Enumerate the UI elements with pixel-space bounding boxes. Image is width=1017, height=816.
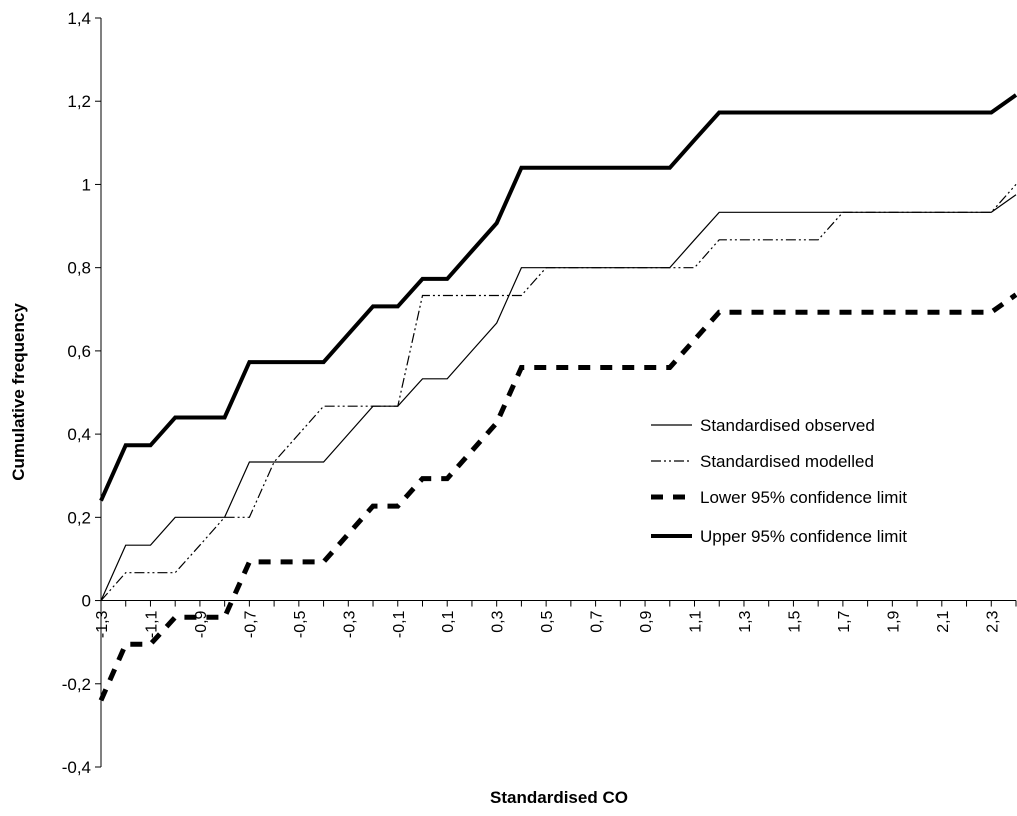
x-tick-label: 0,3 <box>490 610 507 632</box>
x-tick-label: -1,3 <box>94 610 111 638</box>
x-axis-ticks: -1,3 -1,1 -0,9 -0,7 -0,5 -0,3 -0,1 0,1 0,3 0,5 0,7… <box>94 600 1017 638</box>
x-tick-label: 0,9 <box>638 610 655 632</box>
series-line-3 <box>98 292 1017 702</box>
y-axis-title: Cumulative frequency <box>9 303 28 481</box>
x-tick-label: -1,1 <box>143 610 160 638</box>
x-tick-label: -0,9 <box>193 610 210 638</box>
y-tick-label: 0 <box>82 592 91 611</box>
y-tick-label: 1,2 <box>67 92 91 111</box>
x-tick-label: 1,7 <box>836 610 853 632</box>
series-line-4 <box>99 93 1017 502</box>
legend-label: Standardised observed <box>700 416 875 435</box>
y-tick-label: 0,4 <box>67 425 91 444</box>
x-tick-label: -0,3 <box>341 610 358 638</box>
legend-label: Lower 95% confidence limit <box>700 488 907 507</box>
y-tick-label: 1,4 <box>67 9 91 28</box>
y-tick-label: 0,8 <box>67 259 91 278</box>
x-tick-label: 0,1 <box>440 610 457 632</box>
legend-label: Standardised modelled <box>700 452 874 471</box>
x-tick-label: -0,1 <box>391 610 408 638</box>
x-tick-label: 0,7 <box>589 610 606 632</box>
series-line-2 <box>100 184 1017 601</box>
x-tick-label: 1,5 <box>786 610 803 632</box>
legend-label: Upper 95% confidence limit <box>700 527 907 546</box>
x-tick-label: 1,3 <box>737 610 754 632</box>
series-layer <box>98 93 1017 702</box>
y-axis-ticks: -0,4 -0,2 0 0,2 0,4 0,6 0,8 1 1,2 1,4 <box>62 9 101 777</box>
x-tick-label: 0,5 <box>539 610 556 632</box>
y-tick-label: 0,2 <box>67 508 91 527</box>
x-tick-label: 1,9 <box>885 610 902 632</box>
y-tick-label: -0,4 <box>62 758 91 777</box>
x-tick-label: -0,5 <box>292 610 309 638</box>
x-tick-label: 1,1 <box>688 610 705 632</box>
plot-area: -0,4 -0,2 0 0,2 0,4 0,6 0,8 1 1,2 1,4 -1,3 -1,1 -0,… <box>62 9 1017 777</box>
x-axis-title: Standardised CO <box>490 788 628 807</box>
y-tick-label: 1 <box>82 175 91 194</box>
y-tick-label: -0,2 <box>62 675 91 694</box>
y-tick-label: 0,6 <box>67 342 91 361</box>
x-tick-label: -0,7 <box>242 610 259 638</box>
x-tick-label: 2,3 <box>984 610 1001 632</box>
legend: Standardised observed Standardised modell… <box>651 416 907 546</box>
x-tick-label: 2,1 <box>935 610 952 632</box>
